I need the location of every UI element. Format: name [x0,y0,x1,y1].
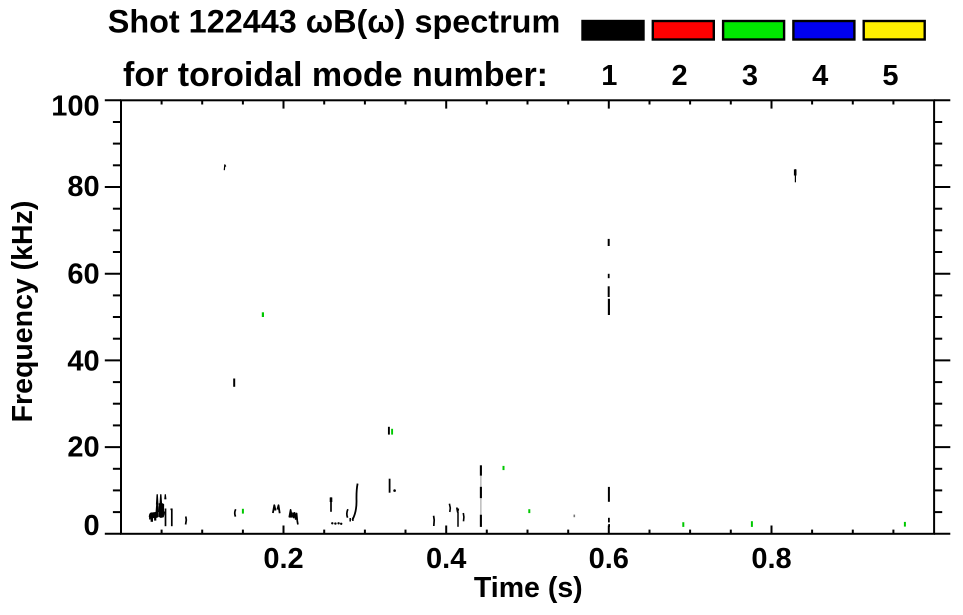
svg-text:Shot 122443 ωB(ω) spectrum: Shot 122443 ωB(ω) spectrum [108,4,561,40]
svg-text:100: 100 [51,90,99,122]
svg-text:80: 80 [67,171,99,203]
svg-text:0.2: 0.2 [263,543,303,575]
svg-text:20: 20 [67,431,99,463]
svg-text:0.8: 0.8 [751,543,791,575]
svg-text:60: 60 [67,259,99,291]
svg-text:for toroidal mode number:: for toroidal mode number: [123,56,548,94]
svg-text:Frequency (kHz): Frequency (kHz) [7,201,39,423]
svg-text:0: 0 [84,510,100,542]
svg-text:40: 40 [67,346,99,378]
svg-text:5: 5 [882,60,898,92]
svg-text:4: 4 [812,60,828,92]
svg-text:2: 2 [672,60,688,92]
svg-text:Time (s): Time (s) [474,572,583,604]
svg-text:0.4: 0.4 [426,543,466,575]
svg-text:1: 1 [601,60,617,92]
svg-text:3: 3 [742,60,758,92]
svg-text:0.6: 0.6 [589,543,629,575]
